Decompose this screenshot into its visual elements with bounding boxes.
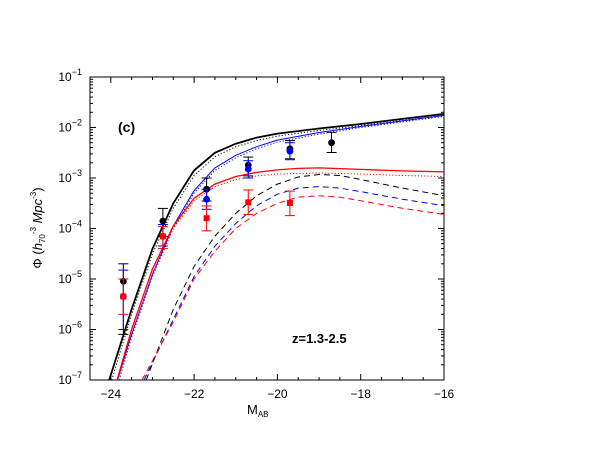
y-tick-base: 10 [58,222,72,236]
data-point [326,131,337,153]
square-marker [120,293,127,300]
circle-marker [286,147,294,155]
data-point [157,225,168,250]
model-curve-8 [141,195,444,380]
x-tick-label: −16 [434,387,455,401]
y-tick-exponent: −6 [72,320,82,330]
y-title-part-5: -3 [29,191,38,199]
y-tick-exponent: −5 [72,269,82,279]
y-tick-exponent: −4 [72,219,82,229]
model-curve-0 [108,113,444,380]
data-point [118,278,129,315]
y-tick-label: 10−4 [58,219,82,236]
y-tick-base: 10 [58,121,72,135]
data-point [201,205,212,232]
x-tick-label: −18 [351,387,372,401]
y-tick-label: 10−7 [58,370,82,387]
y-axis-title: Φ (h70-3 Mpc-3) [29,187,47,268]
y-title-part-4: Mpc [30,198,45,227]
model-curve-4 [116,167,444,380]
x-axis-title: MAB [247,402,269,419]
y-axis-ticks: 10−710−610−510−410−310−210−1 [58,67,444,387]
data-point [284,142,295,161]
circle-marker [159,217,167,225]
x-axis-title-sub: AB [258,410,269,419]
y-title-part-1: h [30,243,45,250]
model-curve-1 [111,114,444,380]
x-tick-label: −20 [267,387,288,401]
data-points [118,131,337,335]
circle-marker [203,195,211,203]
panel-label: (c) [118,119,135,135]
y-tick-label: 10−2 [58,118,82,135]
y-tick-base: 10 [58,272,72,286]
y-tick-exponent: −1 [72,67,82,77]
model-curve-5 [118,172,444,380]
y-title-part-3: -3 [29,226,38,234]
circle-marker [328,139,335,147]
y-title-part-0: Φ ( [30,250,45,269]
square-marker [245,199,252,206]
x-tick-label: −24 [101,387,122,401]
square-marker [286,199,293,206]
square-marker [203,215,210,222]
y-tick-exponent: −3 [72,168,82,178]
y-title-part-2: 70 [38,234,47,243]
y-tick-label: 10−6 [58,320,82,337]
model-curve-2 [117,114,444,380]
x-axis-title-main: M [247,402,258,417]
y-tick-base: 10 [58,373,72,387]
y-tick-exponent: −2 [72,118,82,128]
circle-marker [244,165,252,173]
y-title-part-6: ) [30,187,45,191]
y-tick-base: 10 [58,171,72,185]
data-point [243,160,254,179]
y-tick-base: 10 [58,323,72,337]
model-curve-6 [145,173,444,380]
y-tick-base: 10 [58,70,72,84]
y-tick-label: 10−5 [58,269,82,286]
model-curve-3 [118,115,444,380]
x-axis-ticks: −24 −22 −20 −18 −16 [89,77,455,401]
y-tick-label: 10−1 [58,67,82,84]
y-tick-exponent: −7 [72,370,82,380]
model-curve-7 [143,186,444,380]
data-point [284,190,295,217]
redshift-annotation: z=1.3-2.5 [292,331,347,346]
data-point [243,189,254,215]
model-curves [108,113,444,380]
y-tick-label: 10−3 [58,168,82,185]
square-marker [159,233,166,240]
x-tick-label: −22 [184,387,205,401]
